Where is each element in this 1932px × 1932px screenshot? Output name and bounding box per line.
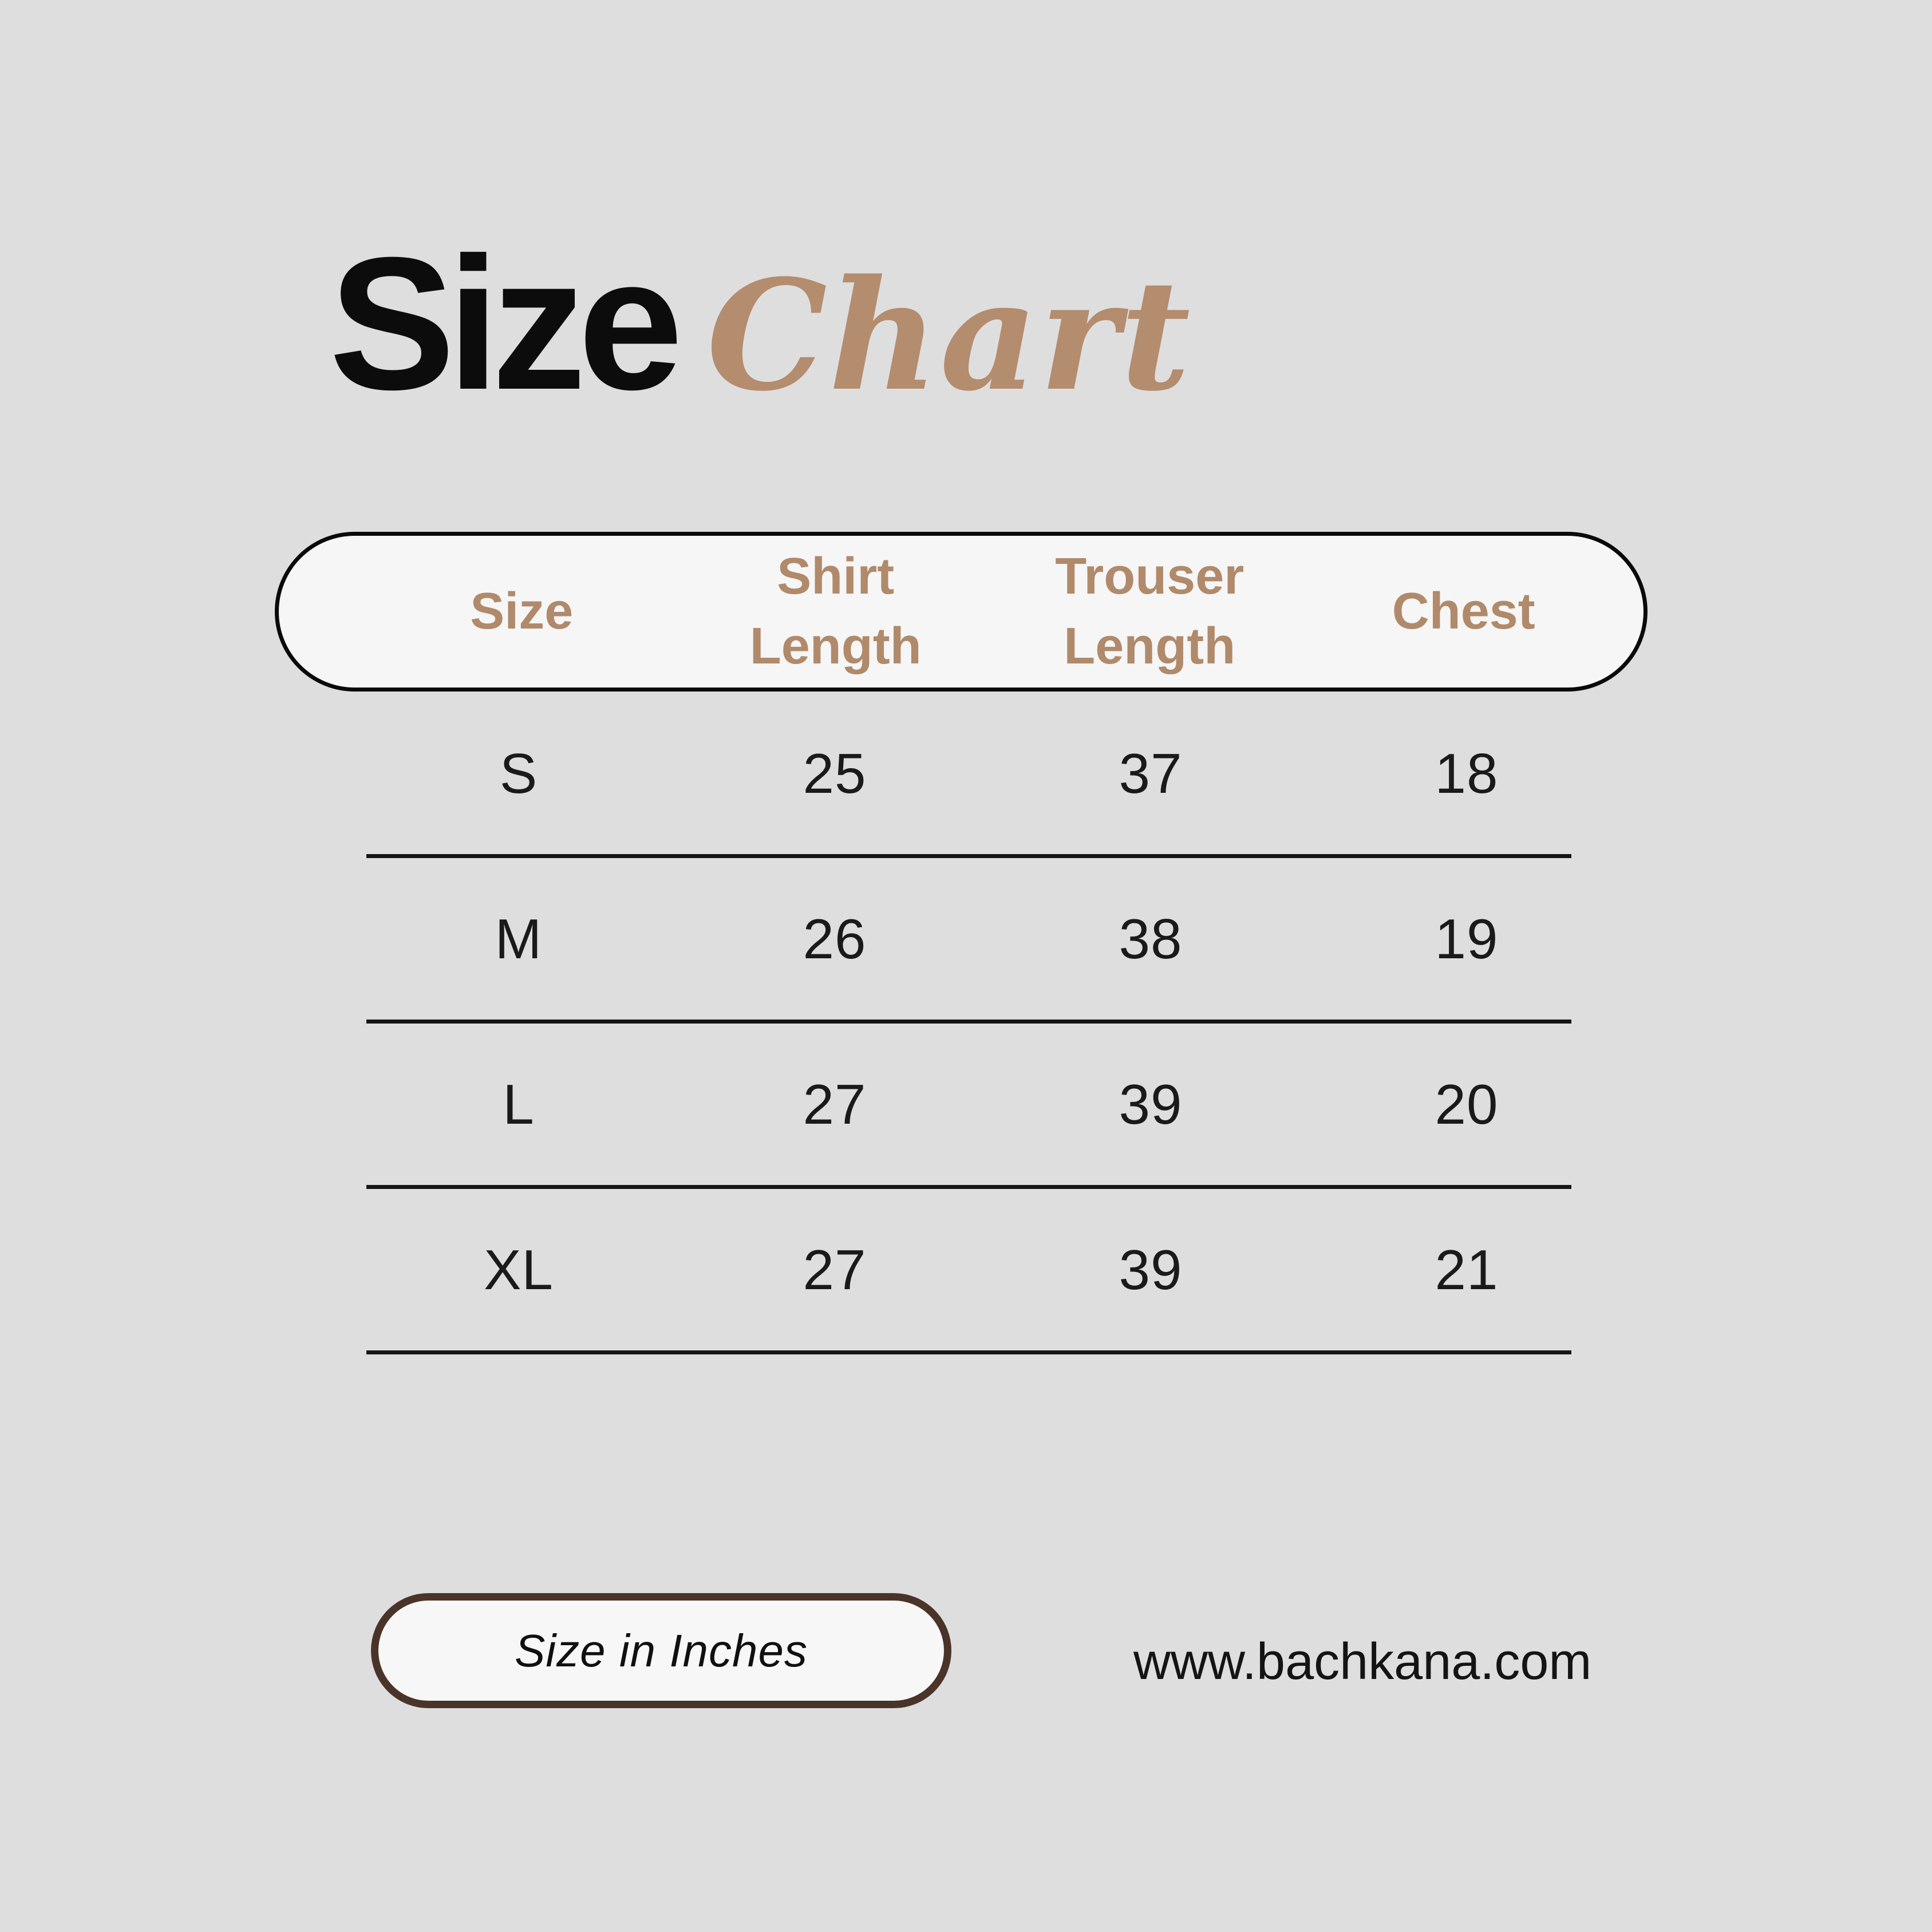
- column-header-trouser-length: Trouser Length: [993, 542, 1307, 681]
- website-text: www.bachkana.com: [1133, 1633, 1592, 1690]
- cell-size-m: M: [495, 907, 543, 970]
- table-body: S 25 37 18 M 26 38 19 L 27 39 20 XL 27 3…: [275, 693, 1647, 1354]
- cell-chest-l: 20: [1435, 1072, 1499, 1136]
- table-row-xl: XL 27 39 21: [275, 1189, 1647, 1350]
- table-row-m: M 26 38 19: [275, 858, 1647, 1020]
- table-row-l: L 27 39 20: [275, 1024, 1647, 1185]
- cell-shirt-length-l: 27: [803, 1072, 867, 1136]
- cell-trouser-length-l: 39: [1119, 1072, 1183, 1136]
- cell-size-s: S: [499, 741, 538, 805]
- cell-chest-m: 19: [1435, 907, 1499, 970]
- table-row-s: S 25 37 18: [275, 693, 1647, 854]
- column-header-chest-label: Chest: [1392, 582, 1535, 640]
- unit-badge-label: Size in Inches: [514, 1625, 808, 1676]
- column-header-shirt-length-label: Shirt Length: [749, 548, 922, 675]
- column-header-size-label: Size: [470, 582, 574, 640]
- unit-badge: Size in Inches: [371, 1593, 951, 1708]
- cell-chest-s: 18: [1435, 741, 1499, 805]
- cell-chest-xl: 21: [1435, 1238, 1499, 1301]
- cell-size-xl: XL: [484, 1238, 554, 1301]
- column-header-shirt-length: Shirt Length: [679, 542, 993, 681]
- cell-shirt-length-s: 25: [803, 741, 867, 805]
- row-divider: [366, 1350, 1571, 1354]
- table-header-pill: Size Shirt Length Trouser Length Chest: [275, 532, 1647, 692]
- cell-shirt-length-m: 26: [803, 907, 867, 970]
- cell-shirt-length-xl: 27: [803, 1238, 867, 1301]
- title-word-size: Size: [329, 218, 683, 429]
- row-divider: [366, 1020, 1571, 1024]
- cell-trouser-length-m: 38: [1119, 907, 1183, 970]
- page-title: Size Chart: [329, 229, 1192, 418]
- column-header-trouser-length-label: Trouser Length: [1055, 548, 1244, 675]
- column-header-chest: Chest: [1307, 577, 1621, 647]
- column-header-size: Size: [365, 577, 679, 647]
- cell-size-l: L: [503, 1072, 535, 1136]
- row-divider: [366, 1185, 1571, 1189]
- cell-trouser-length-xl: 39: [1119, 1238, 1183, 1301]
- row-divider: [366, 854, 1571, 858]
- cell-trouser-length-s: 37: [1119, 741, 1183, 805]
- title-word-chart: Chart: [706, 247, 1192, 425]
